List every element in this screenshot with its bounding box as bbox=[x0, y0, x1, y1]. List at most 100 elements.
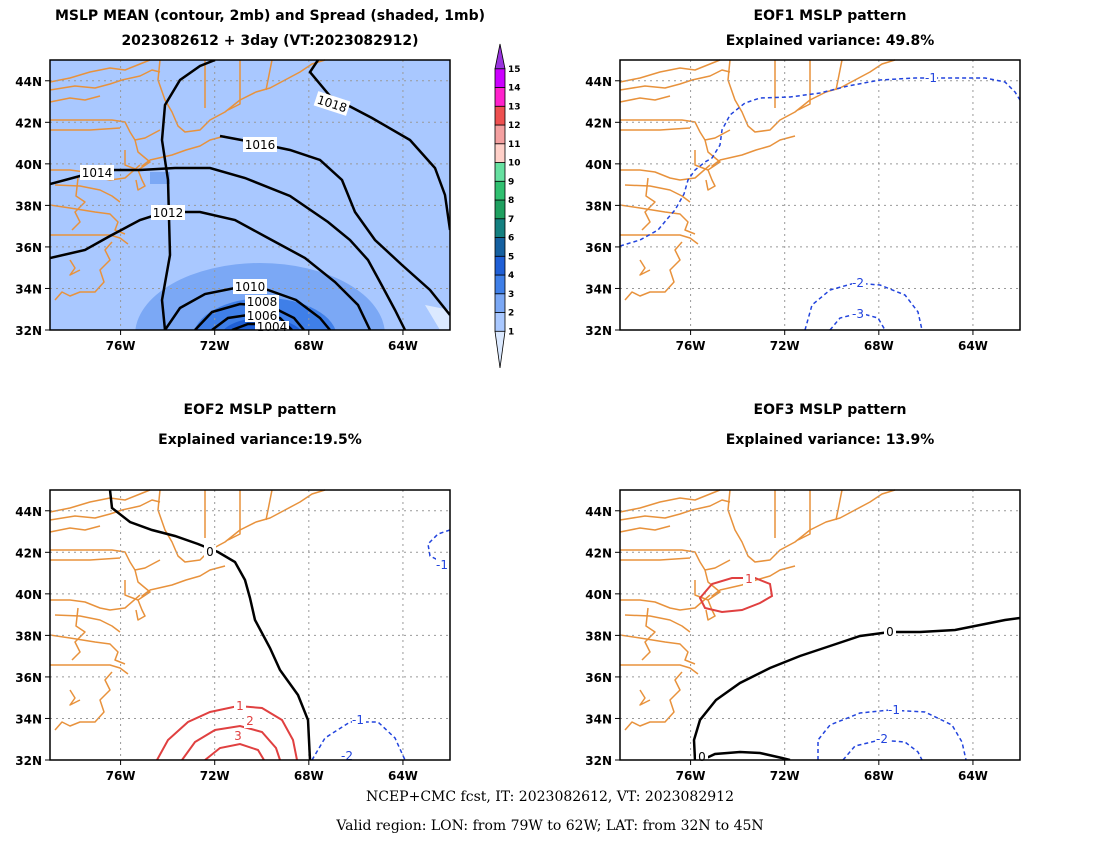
colorbar-swatch bbox=[494, 312, 506, 332]
lat-tick-label: 40N bbox=[15, 158, 42, 172]
eof1-label-neg1: -1 bbox=[925, 71, 937, 85]
panel4-eof-contours bbox=[692, 577, 1020, 760]
colorbar-label: 3 bbox=[508, 290, 514, 300]
colorbar-swatch bbox=[494, 218, 506, 238]
lat-tick-label: 32N bbox=[585, 324, 612, 338]
lat-tick-label: 40N bbox=[15, 588, 42, 602]
contour-label-1014: 1014 bbox=[82, 166, 113, 180]
colorbar-swatch bbox=[494, 255, 506, 276]
colorbar-swatch bbox=[494, 293, 506, 313]
lat-tick-label: 40N bbox=[585, 158, 612, 172]
lat-tick-label: 32N bbox=[585, 754, 612, 768]
eof2-label-neg1-east: -1 bbox=[436, 558, 448, 572]
colorbar-label: 4 bbox=[508, 271, 514, 281]
panel2-frame bbox=[619, 59, 1021, 331]
colorbar-label: 14 bbox=[508, 84, 521, 94]
lon-tick-label: 76W bbox=[676, 339, 706, 353]
lon-tick-label: 68W bbox=[864, 339, 894, 353]
panel2-eof-contours bbox=[620, 77, 1020, 330]
lon-tick-label: 72W bbox=[200, 339, 230, 353]
colorbar-label: 6 bbox=[508, 234, 514, 244]
lon-tick-label: 68W bbox=[864, 769, 894, 783]
panel2-title-line1: EOF1 MSLP pattern bbox=[753, 8, 907, 24]
lon-tick-label: 72W bbox=[200, 769, 230, 783]
coastline-borders bbox=[49, 59, 326, 301]
lat-tick-label: 40N bbox=[585, 588, 612, 602]
colorbar-label: 15 bbox=[508, 65, 521, 75]
contour-label-1008: 1008 bbox=[247, 295, 278, 309]
colorbar-swatch bbox=[494, 68, 506, 88]
colorbar-swatch bbox=[494, 143, 506, 163]
lon-tick-label: 64W bbox=[388, 769, 418, 783]
colorbar-label: 9 bbox=[508, 177, 514, 187]
contour-label-1006: 1006 bbox=[247, 309, 278, 323]
lat-tick-label: 38N bbox=[15, 629, 42, 643]
lat-tick-label: 36N bbox=[585, 671, 612, 685]
lat-tick-label: 42N bbox=[585, 546, 612, 560]
colorbar-label: 2 bbox=[508, 309, 514, 319]
panel2-coastline bbox=[619, 59, 896, 301]
colorbar-swatch bbox=[494, 199, 506, 220]
eof2-label-3: 3 bbox=[234, 729, 242, 743]
lat-tick-label: 38N bbox=[585, 199, 612, 213]
eof2-label-2: 2 bbox=[246, 714, 254, 728]
lon-tick-label: 76W bbox=[106, 769, 136, 783]
panel1-title-line1: MSLP MEAN (contour, 2mb) and Spread (sha… bbox=[55, 8, 485, 24]
eof2-label-neg1: -1 bbox=[352, 713, 364, 727]
colorbar-swatch bbox=[494, 43, 506, 70]
colorbar-swatch bbox=[494, 330, 506, 369]
panel1-title-line2: 2023082612 + 3day (VT:2023082912) bbox=[121, 33, 419, 49]
panel4-title-line1: EOF3 MSLP pattern bbox=[753, 402, 907, 418]
eof3-label-0: 0 bbox=[886, 625, 894, 639]
colorbar-swatch bbox=[494, 124, 506, 145]
lat-tick-label: 34N bbox=[15, 282, 42, 296]
panel3-contour-labels: 0 1 2 3 -1 -2 -1 bbox=[204, 545, 450, 763]
lat-tick-label: 32N bbox=[15, 324, 42, 338]
contour-label-1016: 1016 bbox=[245, 138, 276, 152]
eof2-label-1: 1 bbox=[236, 699, 244, 713]
lat-tick-label: 32N bbox=[15, 754, 42, 768]
lat-tick-label: 34N bbox=[585, 712, 612, 726]
lat-tick-label: 44N bbox=[15, 75, 42, 89]
panel2-title-line2: Explained variance: 49.8% bbox=[725, 33, 935, 49]
colorbar-label: 13 bbox=[508, 102, 521, 112]
lat-tick-label: 44N bbox=[15, 505, 42, 519]
contour-label-1012: 1012 bbox=[153, 206, 184, 220]
lat-tick-label: 42N bbox=[15, 546, 42, 560]
lon-tick-label: 76W bbox=[676, 769, 706, 783]
lat-tick-label: 34N bbox=[15, 712, 42, 726]
panel2-contour-labels: -1 -2 -3 bbox=[852, 71, 937, 321]
panel3-title-line1: EOF2 MSLP pattern bbox=[183, 402, 337, 418]
footer-valid-region: Valid region: LON: from 79W to 62W; LAT:… bbox=[336, 818, 764, 834]
colorbar-label: 8 bbox=[508, 196, 514, 206]
colorbar-swatch bbox=[494, 162, 506, 182]
panel1-frame bbox=[49, 59, 451, 331]
eof3-label-1: 1 bbox=[745, 572, 753, 586]
panel4-contour-labels: 1 0 0 -1 -2 bbox=[696, 572, 902, 764]
colorbar-swatch bbox=[494, 237, 506, 257]
panel3-coastline bbox=[49, 489, 326, 731]
panel3-title-line2: Explained variance:19.5% bbox=[158, 432, 362, 448]
panel4-coastline bbox=[619, 489, 896, 731]
lon-tick-label: 64W bbox=[958, 769, 988, 783]
eof2-label-0: 0 bbox=[206, 545, 214, 559]
eof1-label-neg3: -3 bbox=[852, 307, 864, 321]
lon-tick-label: 68W bbox=[294, 339, 324, 353]
eof3-label-0-south: 0 bbox=[698, 750, 706, 764]
colorbar-label: 12 bbox=[508, 121, 521, 131]
lon-tick-label: 64W bbox=[388, 339, 418, 353]
colorbar-swatch bbox=[494, 274, 506, 295]
contour-label-1010: 1010 bbox=[235, 280, 266, 294]
lat-tick-label: 42N bbox=[15, 116, 42, 130]
lat-tick-label: 44N bbox=[585, 505, 612, 519]
panel3-frame bbox=[49, 489, 451, 761]
lat-tick-label: 38N bbox=[15, 199, 42, 213]
panel4-frame bbox=[619, 489, 1021, 761]
colorbar-label: 5 bbox=[508, 252, 514, 262]
panel1-spread-shading bbox=[50, 60, 450, 330]
eof2-label-neg2: -2 bbox=[341, 749, 353, 763]
eof3-label-neg2: -2 bbox=[876, 732, 888, 746]
lon-tick-label: 72W bbox=[770, 769, 800, 783]
